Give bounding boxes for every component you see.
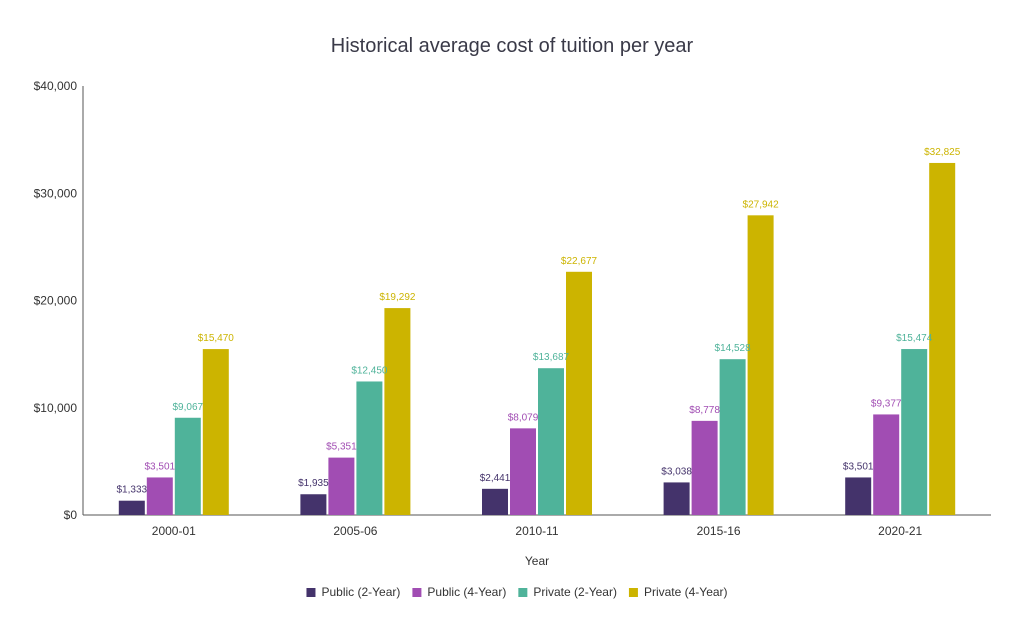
bar	[845, 477, 872, 515]
bar-value-label: $32,825	[924, 147, 961, 158]
legend-swatch	[412, 588, 422, 597]
bar-value-label: $12,450	[351, 365, 388, 376]
value-labels: $1,333 $3,501 $9,067 $15,470 $1,935 $5,351 $12…	[117, 147, 961, 496]
y-tick-label: $40,000	[34, 79, 78, 93]
bar	[384, 308, 411, 515]
bar-value-label: $3,501	[145, 461, 176, 472]
bar	[174, 417, 201, 515]
bar-value-label: $14,528	[715, 343, 752, 354]
bar-value-label: $5,351	[326, 442, 357, 453]
bar-value-label: $1,333	[117, 485, 148, 496]
x-tick-label: 2000-01	[152, 524, 196, 538]
y-axis: $0 $10,000 $20,000 $30,000 $40,000	[34, 79, 84, 522]
bar	[300, 494, 327, 515]
legend-label: Public (4-Year)	[427, 585, 506, 599]
bar-value-label: $19,292	[379, 292, 416, 303]
bar	[146, 477, 173, 515]
bar	[929, 162, 956, 515]
bar-value-label: $15,470	[198, 333, 235, 344]
bar	[328, 457, 355, 515]
bars	[118, 162, 956, 515]
chart-title: Historical average cost of tuition per y…	[331, 35, 694, 57]
x-tick-label: 2020-21	[878, 524, 922, 538]
legend-item[interactable]: Public (4-Year)	[412, 585, 506, 599]
legend-label: Private (4-Year)	[644, 585, 728, 599]
x-tick-label: 2015-16	[697, 524, 741, 538]
bar	[202, 349, 229, 515]
legend[interactable]: Public (2-Year) Public (4-Year) Private (2…	[306, 585, 728, 599]
legend-item[interactable]: Private (4-Year)	[628, 585, 728, 599]
bar-value-label: $22,677	[561, 256, 598, 267]
bar-value-label: $3,501	[843, 461, 874, 472]
bar-value-label: $13,687	[533, 352, 570, 363]
bar-value-label: $8,079	[508, 412, 539, 423]
bar	[873, 414, 900, 515]
x-axis-title: Year	[525, 554, 549, 568]
legend-swatch	[628, 588, 638, 597]
legend-label: Public (2-Year)	[321, 585, 400, 599]
bar	[482, 488, 508, 515]
bar	[356, 381, 383, 515]
x-tick-label: 2010-11	[515, 524, 558, 538]
y-tick-label: $0	[64, 508, 78, 522]
legend-swatch	[306, 588, 316, 597]
bar	[118, 500, 145, 515]
bar	[663, 482, 690, 515]
x-tick-label: 2005-06	[333, 524, 377, 538]
bar	[747, 215, 774, 515]
y-tick-label: $20,000	[34, 294, 78, 308]
y-tick-label: $10,000	[34, 401, 78, 415]
legend-label: Private (2-Year)	[533, 585, 617, 599]
bar-value-label: $27,942	[743, 199, 780, 210]
bar-value-label: $8,778	[689, 405, 720, 416]
bar	[566, 271, 592, 515]
bar-value-label: $2,441	[480, 473, 511, 484]
bar-value-label: $1,935	[298, 478, 329, 489]
y-tick-label: $30,000	[34, 186, 78, 200]
legend-item[interactable]: Public (2-Year)	[306, 585, 400, 599]
bar	[691, 420, 718, 515]
bar-value-label: $3,038	[661, 466, 692, 477]
legend-item[interactable]: Private (2-Year)	[518, 585, 617, 599]
legend-swatch	[518, 588, 528, 597]
bar-value-label: $9,377	[871, 398, 902, 409]
bar	[719, 359, 746, 515]
x-axis: 2000-01 2005-06 2010-11 2015-16 2020-21	[83, 514, 991, 538]
bar	[510, 428, 536, 515]
bar	[538, 368, 564, 515]
bar-value-label: $15,474	[896, 333, 933, 344]
bar-value-label: $9,067	[173, 402, 204, 413]
bar	[901, 349, 928, 515]
